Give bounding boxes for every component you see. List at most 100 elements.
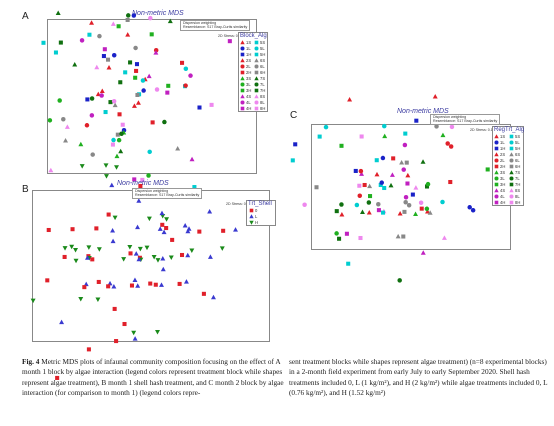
mds-point	[344, 231, 349, 236]
mds-point	[374, 171, 380, 177]
legend-label: 5S	[515, 133, 521, 139]
mds-point	[117, 112, 122, 117]
panel-c-legend-item: 5H	[509, 145, 522, 151]
mds-point	[410, 192, 415, 197]
panel-a-scatter	[41, 10, 232, 218]
mds-point	[189, 156, 195, 162]
mds-point	[180, 60, 185, 65]
mds-point	[30, 298, 36, 304]
panel-c-legend-item: 2L	[494, 157, 507, 163]
mds-point	[399, 159, 405, 165]
panel-b-title: Non-metric MDS	[117, 180, 169, 187]
panel-a-legend-item: 4S	[240, 93, 252, 99]
legend-label: 5L	[515, 139, 520, 145]
legend-label: H	[255, 219, 259, 225]
mds-point	[128, 251, 133, 256]
legend-marker	[249, 208, 254, 212]
legend-label: 1S	[500, 133, 506, 139]
legend-marker	[494, 182, 499, 186]
mds-point	[116, 137, 122, 143]
mds-point	[90, 257, 95, 262]
legend-label: 1L	[246, 45, 251, 51]
panel-c-legend-item: 6S	[509, 151, 522, 157]
mds-point	[179, 252, 185, 258]
mds-point	[86, 347, 91, 352]
legend-marker	[240, 70, 245, 74]
panel-c-title: Non-metric MDS	[397, 108, 449, 115]
mds-point	[94, 64, 100, 70]
mds-point	[78, 141, 84, 147]
panel-a-legend-item: 3H	[240, 87, 252, 93]
mds-point	[382, 123, 387, 129]
mds-point	[69, 244, 75, 250]
caption-text-1: Metric MDS plots of infaunal community c…	[22, 357, 284, 397]
mds-point	[141, 88, 146, 93]
mds-point	[106, 212, 111, 217]
legend-marker	[249, 220, 254, 225]
mds-point	[53, 50, 58, 55]
mds-point	[123, 70, 128, 75]
mds-point	[219, 246, 225, 251]
mds-point	[448, 179, 453, 185]
mds-point	[380, 155, 386, 161]
panel-c-legend-item: 1S	[494, 133, 507, 139]
mds-point	[211, 294, 216, 300]
mds-point	[104, 174, 109, 179]
legend-label: 0	[255, 207, 258, 213]
mds-point	[140, 177, 145, 182]
mds-point	[358, 168, 364, 174]
mds-point	[183, 279, 189, 284]
mds-point	[302, 202, 307, 208]
mds-point	[470, 208, 476, 213]
mds-point	[90, 152, 95, 157]
panel-a-plot	[41, 10, 257, 218]
mds-point	[403, 131, 408, 136]
mds-point	[153, 282, 158, 287]
panel-a-legend-item: 8H	[254, 105, 266, 111]
panel-b-info: Dispersion weighting Resemblance: S17 Br…	[132, 188, 203, 199]
mds-point	[132, 336, 138, 341]
mds-point	[63, 137, 69, 143]
mds-point	[189, 248, 195, 254]
legend-marker	[494, 169, 499, 174]
panel-a-legend-item: 6L	[254, 63, 266, 69]
legend-marker	[240, 82, 245, 86]
panel-b-info-weighting: Dispersion weighting	[135, 189, 169, 193]
legend-marker	[240, 106, 245, 110]
mds-point	[55, 375, 60, 380]
mds-point	[70, 227, 75, 232]
mds-point	[233, 227, 239, 232]
mds-point	[290, 158, 295, 163]
mds-point	[128, 60, 133, 65]
mds-point	[406, 202, 412, 208]
mds-point	[425, 181, 431, 187]
mds-point	[357, 183, 362, 188]
mds-point	[339, 143, 344, 148]
panel-c-legend-item: 5L	[509, 139, 522, 145]
legend-marker	[249, 213, 254, 218]
mds-point	[155, 329, 160, 335]
caption-fig-label: Fig. 4	[22, 357, 40, 366]
panel-c-legend-item: 7L	[509, 175, 522, 181]
mds-point	[95, 297, 101, 303]
panel-c-info-weighting: Dispersion weighting	[433, 115, 467, 119]
mds-point	[121, 127, 127, 133]
mds-point	[227, 39, 232, 44]
legend-label: 6S	[260, 57, 266, 63]
mds-point	[337, 236, 342, 241]
mds-point	[89, 96, 95, 101]
panel-c-plot	[290, 93, 511, 283]
mds-point	[366, 210, 372, 215]
legend-marker	[240, 52, 245, 56]
mds-point	[379, 180, 384, 185]
mds-point	[197, 105, 202, 110]
legend-label: 8S	[260, 93, 266, 99]
legend-label: 5L	[260, 45, 265, 51]
panel-c-legend-item: 8S	[509, 187, 522, 193]
legend-label: 2L	[246, 63, 251, 69]
panel-a-legend-item: 5H	[254, 51, 266, 57]
mds-point	[62, 246, 68, 251]
legend-label: 3L	[500, 175, 505, 181]
mds-point	[405, 172, 411, 178]
